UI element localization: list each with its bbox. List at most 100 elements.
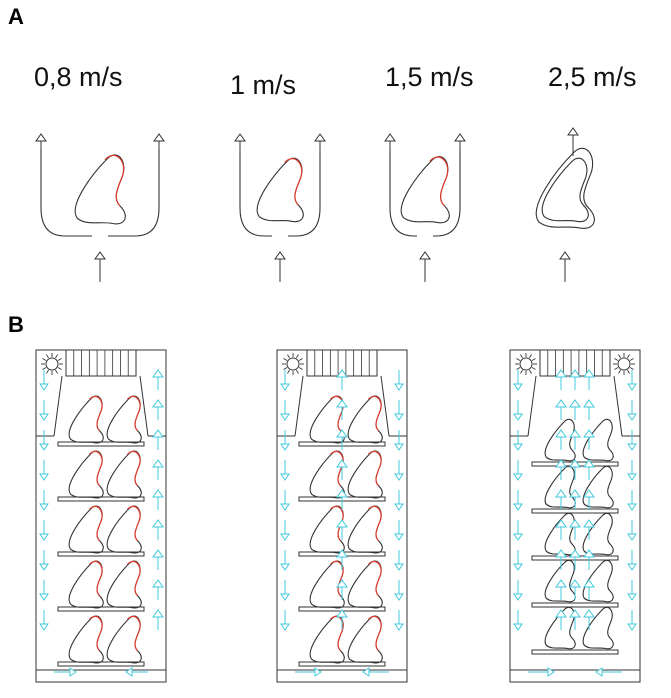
body-shape-2-highlight bbox=[429, 156, 449, 207]
air-down-left-0-520-head bbox=[39, 533, 49, 541]
air-up-center-1-490 bbox=[336, 489, 348, 510]
air-up-center-r-2-550-head bbox=[583, 549, 595, 558]
air-down-left-2-370-head bbox=[513, 383, 523, 391]
air-up-right-0-400 bbox=[152, 399, 164, 420]
inflow-arrow-2-head bbox=[419, 251, 431, 260]
fan-blade-2-0-7 bbox=[516, 358, 521, 361]
fan-blade-0-0-5 bbox=[42, 367, 47, 370]
panel-a-drawings bbox=[35, 127, 595, 282]
air-down-left-0-370-head bbox=[39, 383, 49, 391]
air-up-center-1-550-head bbox=[336, 549, 348, 558]
air-down-left-1-400 bbox=[280, 400, 290, 421]
cabinet-1 bbox=[276, 349, 408, 683]
air-up-center-m-2-460 bbox=[569, 459, 581, 480]
air-down-right-1-400-head bbox=[394, 413, 404, 421]
air-down-left-1-400-head bbox=[280, 413, 290, 421]
air-up-center-1-370 bbox=[336, 369, 348, 390]
speed-label-1-5: 1,5 m/s bbox=[385, 62, 474, 92]
fan-icon-2-1 bbox=[613, 353, 635, 375]
shelf-body-left-0-1-highlight bbox=[88, 450, 103, 487]
air-down-left-1-490 bbox=[280, 490, 290, 511]
shelf-body-left-0-2-highlight bbox=[88, 505, 103, 542]
inflow-arrow-1 bbox=[274, 251, 286, 282]
inflow-arrow-1-head bbox=[274, 251, 286, 260]
air-up-center-l-2-520 bbox=[555, 519, 567, 540]
fan-icon-0-0 bbox=[41, 353, 63, 375]
air-down-left-0-550-head bbox=[39, 563, 49, 571]
shelf-2-4 bbox=[531, 649, 619, 655]
air-down-right-2-580 bbox=[627, 580, 637, 601]
air-up-center-m-2-370 bbox=[569, 369, 581, 390]
shelf-body-left-0-4 bbox=[68, 615, 104, 664]
air-up-center-1-610-head bbox=[336, 609, 348, 618]
air-up-center-l-2-580 bbox=[555, 579, 567, 600]
air-down-left-2-580-head bbox=[513, 593, 523, 601]
air-down-right-2-400-head bbox=[627, 413, 637, 421]
shelf-body-left-2-2 bbox=[544, 512, 576, 556]
air-down-left-1-610-head bbox=[280, 623, 290, 631]
air-down-right-1-400 bbox=[394, 400, 404, 421]
air-down-right-2-490-head bbox=[627, 503, 637, 511]
shelf-body-left-2-3 bbox=[544, 559, 576, 603]
air-down-right-1-460-head bbox=[394, 473, 404, 481]
fan-blade-2-1-10 bbox=[627, 354, 630, 359]
air-up-right-0-550-head bbox=[152, 549, 164, 558]
cabinet-2 bbox=[509, 349, 641, 683]
shelf-body-left-1-1-highlight bbox=[329, 450, 344, 487]
hood-1 bbox=[294, 375, 390, 437]
shelf-body-right-0-3-highlight bbox=[126, 560, 141, 597]
air-down-left-0-550 bbox=[39, 550, 49, 571]
filter-block-0 bbox=[65, 349, 137, 377]
air-up-center-m-2-490-head bbox=[569, 489, 581, 498]
shelf-body-right-1-1 bbox=[347, 450, 383, 499]
air-bottom-left-0-head bbox=[69, 667, 77, 677]
air-down-right-2-610 bbox=[627, 610, 637, 631]
air-up-center-m-2-610-head bbox=[569, 609, 581, 618]
air-up-right-0-430 bbox=[152, 429, 164, 450]
air-bottom-left-1-head bbox=[314, 667, 322, 677]
outflow-arrow-right-0-head bbox=[153, 133, 165, 142]
air-down-left-0-370 bbox=[39, 370, 49, 391]
outflow-arrow-left-1 bbox=[234, 133, 246, 150]
shelf-body-right-0-1-highlight bbox=[126, 450, 141, 487]
shelf-body-right-0-0-highlight bbox=[126, 395, 141, 432]
air-down-left-2-580 bbox=[513, 580, 523, 601]
shelf-body-left-0-1 bbox=[68, 450, 104, 499]
air-down-right-2-370-head bbox=[627, 383, 637, 391]
shelf-body-right-1-2 bbox=[347, 505, 383, 554]
air-up-center-1-580 bbox=[336, 579, 348, 600]
air-down-left-0-400 bbox=[39, 400, 49, 421]
fan-hub-2-0 bbox=[519, 357, 533, 371]
fan-blade-2-1-1 bbox=[629, 367, 634, 370]
fan-blade-0-0-4 bbox=[46, 369, 49, 374]
air-down-left-1-460-head bbox=[280, 473, 290, 481]
air-bottom-left-2-head bbox=[547, 667, 555, 677]
air-down-right-1-520-head bbox=[394, 533, 404, 541]
air-up-center-l-2-490 bbox=[555, 489, 567, 510]
fan-blade-2-0-1 bbox=[531, 367, 536, 370]
air-down-right-1-370-head bbox=[394, 383, 404, 391]
air-down-right-1-580-head bbox=[394, 593, 404, 601]
air-down-right-1-550-head bbox=[394, 563, 404, 571]
air-up-right-0-370-head bbox=[152, 369, 164, 378]
air-down-left-2-460 bbox=[513, 460, 523, 481]
air-down-left-1-430 bbox=[280, 430, 290, 451]
shelf-body-right-0-4-highlight bbox=[126, 615, 141, 652]
air-up-center-l-2-400-head bbox=[555, 399, 567, 408]
panel-b-cabinets bbox=[35, 349, 641, 683]
fan-blade-0-0-10 bbox=[55, 354, 58, 359]
panel-a-label: A bbox=[8, 4, 24, 29]
air-down-left-2-430-head bbox=[513, 443, 523, 451]
body-shape-0 bbox=[74, 154, 126, 225]
air-down-left-1-550 bbox=[280, 550, 290, 571]
air-up-right-0-580 bbox=[152, 579, 164, 600]
air-down-left-2-550-head bbox=[513, 563, 523, 571]
air-up-center-r-2-460 bbox=[583, 459, 595, 480]
air-up-center-m-2-610 bbox=[569, 609, 581, 630]
air-up-center-m-2-580-head bbox=[569, 579, 581, 588]
air-down-right-1-370 bbox=[394, 370, 404, 391]
air-up-right-0-430-head bbox=[152, 429, 164, 438]
air-up-right-0-400-head bbox=[152, 399, 164, 408]
outflow-arrow-left-2 bbox=[384, 133, 396, 150]
air-down-left-0-490 bbox=[39, 490, 49, 511]
